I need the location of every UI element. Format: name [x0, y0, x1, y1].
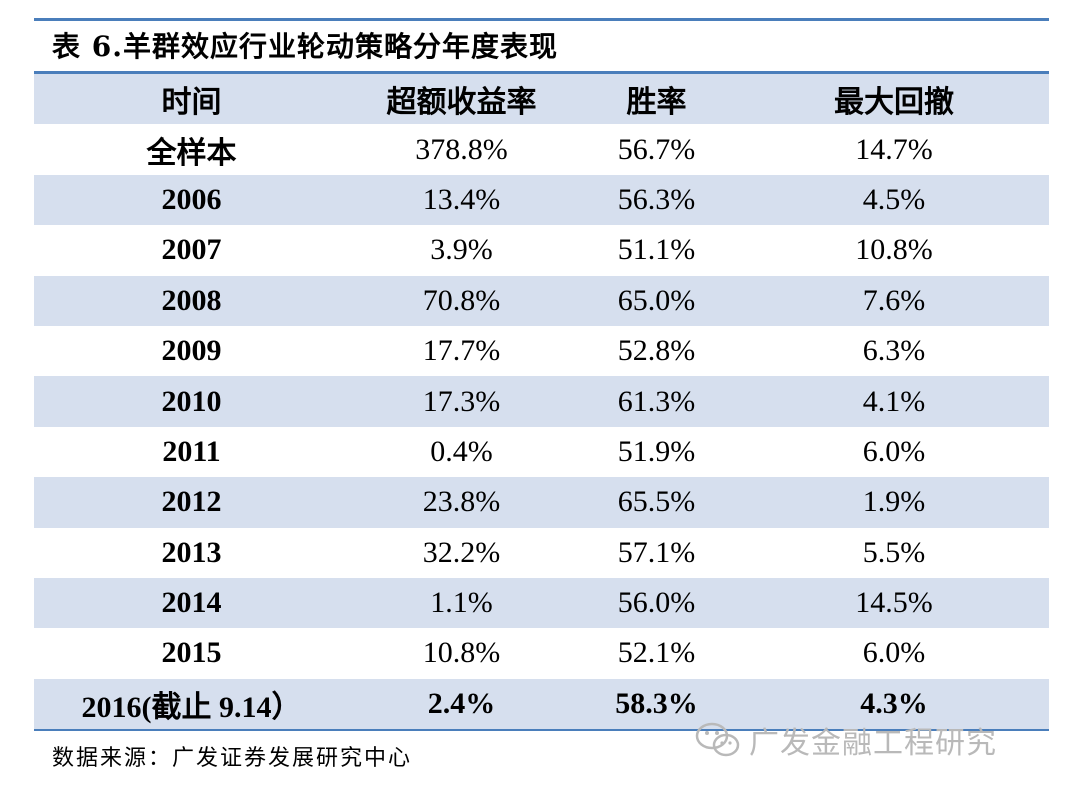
cell-max-drawdown: 14.5% — [855, 586, 933, 620]
cell-time: 2015 — [161, 636, 222, 670]
cell-time: 2010 — [161, 384, 222, 418]
cell-excess-return: 32.2% — [422, 535, 501, 569]
cell-time: 2013 — [161, 535, 222, 569]
table-row: 2010 17.3% 61.3% 4.1% — [34, 376, 1049, 427]
cell-excess-return: 13.4% — [422, 182, 501, 216]
cell-win-rate: 61.3% — [617, 384, 696, 418]
performance-table: 时间 超额收益率 胜率 最大回撤 全样本 378.8% 56.7% 14.7% 2006… — [34, 74, 1049, 730]
cell-time: 2011 — [162, 434, 221, 468]
cell-time: 2008 — [161, 283, 222, 317]
title-rule — [34, 71, 1049, 74]
table-title: 表 6.羊群效应行业轮动策略分年度表现 — [52, 30, 558, 63]
cell-excess-return: 2.4% — [427, 686, 496, 720]
cell-max-drawdown: 4.5% — [862, 182, 926, 216]
cell-max-drawdown: 4.3% — [860, 686, 928, 720]
bottom-rule — [34, 729, 1049, 732]
column-header-excess-return: 超额收益率 — [386, 85, 537, 121]
cell-win-rate: 56.3% — [617, 182, 696, 216]
cell-win-rate: 52.1% — [617, 636, 696, 670]
cell-win-rate: 58.3% — [615, 686, 698, 720]
cell-excess-return: 10.8% — [422, 636, 501, 670]
data-source-note: 数据来源：广发证券发展研究中心 — [52, 746, 413, 771]
table-row: 2007 3.9% 51.1% 10.8% — [34, 225, 1049, 275]
cell-max-drawdown: 1.9% — [862, 485, 926, 519]
cell-max-drawdown: 6.3% — [862, 334, 926, 368]
cell-excess-return: 17.3% — [422, 384, 501, 418]
table-row: 2011 0.4% 51.9% 6.0% — [34, 427, 1049, 477]
watermark: 广发金融工程研究 — [695, 718, 997, 762]
table-row: 2015 10.8% 52.1% 6.0% — [34, 628, 1049, 678]
cell-win-rate: 65.5% — [617, 485, 696, 519]
cell-win-rate: 52.8% — [617, 334, 696, 368]
cell-max-drawdown: 14.7% — [855, 132, 933, 166]
column-header-time: 时间 — [161, 85, 222, 121]
table-row: 2012 23.8% 65.5% 1.9% — [34, 477, 1049, 528]
cell-excess-return: 1.1% — [430, 586, 493, 620]
top-rule — [34, 18, 1049, 21]
header-row: 时间 超额收益率 胜率 最大回撤 — [34, 74, 1049, 125]
table-row: 2006 13.4% 56.3% 4.5% — [34, 174, 1049, 226]
cell-time: 2006 — [161, 182, 222, 216]
cell-excess-return: 0.4% — [430, 434, 493, 468]
cell-win-rate: 56.0% — [617, 586, 696, 620]
cell-excess-return: 70.8% — [422, 283, 501, 317]
cell-win-rate: 57.1% — [617, 535, 696, 569]
cell-max-drawdown: 6.0% — [862, 636, 926, 670]
cell-time: 2007 — [161, 233, 222, 267]
table-row: 2013 32.2% 57.1% 5.5% — [34, 528, 1049, 578]
cell-time: 全样本 — [146, 135, 237, 171]
cell-excess-return: 3.9% — [430, 233, 493, 267]
column-header-win-rate: 胜率 — [626, 85, 687, 121]
cell-time: 2009 — [161, 334, 222, 368]
cell-win-rate: 65.0% — [617, 283, 696, 317]
cell-excess-return: 17.7% — [422, 334, 501, 368]
cell-win-rate: 51.9% — [617, 434, 696, 468]
cell-excess-return: 378.8% — [415, 132, 508, 166]
cell-time: 2016(截止 9.14） — [81, 690, 302, 724]
table-container: 表 6.羊群效应行业轮动策略分年度表现 时间 超额收益率 胜率 最大回撤 全样本… — [34, 18, 1049, 732]
wechat-icon — [695, 722, 740, 757]
table-row: 2009 17.7% 52.8% 6.3% — [34, 326, 1049, 376]
cell-time: 2012 — [161, 485, 222, 519]
cell-time: 2014 — [161, 586, 222, 620]
cell-max-drawdown: 10.8% — [855, 233, 933, 267]
cell-win-rate: 56.7% — [617, 132, 696, 166]
cell-excess-return: 23.8% — [422, 485, 501, 519]
table-row: 2014 1.1% 56.0% 14.5% — [34, 577, 1049, 629]
column-header-max-drawdown: 最大回撤 — [834, 85, 954, 121]
cell-max-drawdown: 7.6% — [862, 283, 926, 317]
table-row: 2008 70.8% 65.0% 7.6% — [34, 275, 1049, 326]
table-row: 全样本 378.8% 56.7% 14.7% — [34, 124, 1049, 174]
cell-max-drawdown: 6.0% — [862, 434, 926, 468]
cell-max-drawdown: 4.1% — [862, 384, 926, 418]
table-row: 2016(截止 9.14） 2.4% 58.3% 4.3% — [34, 678, 1049, 730]
cell-win-rate: 51.1% — [617, 233, 696, 267]
watermark-text: 广发金融工程研究 — [749, 726, 997, 761]
cell-max-drawdown: 5.5% — [862, 535, 926, 569]
